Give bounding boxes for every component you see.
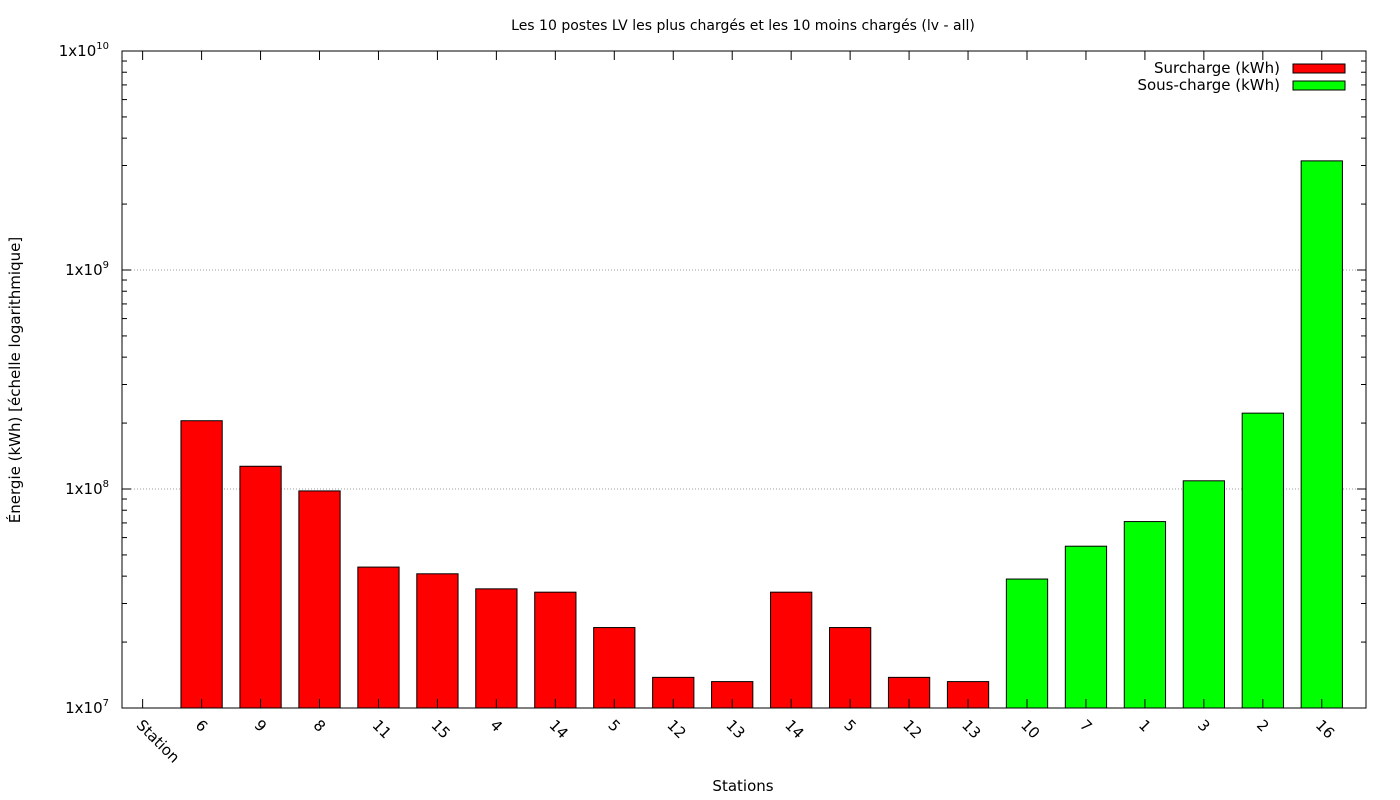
x-tick-label: 5: [840, 716, 859, 735]
bar-sous-charge: [1241, 412, 1284, 709]
x-tick-label: 7: [1076, 716, 1095, 735]
bar-surcharge: [770, 591, 813, 709]
bar-surcharge: [475, 588, 518, 709]
x-tick-label: 10: [1017, 716, 1043, 742]
plot-frame: [121, 50, 1367, 709]
x-tick-label: 5: [604, 716, 623, 735]
y-tick-label: 1x1010: [59, 41, 109, 60]
bar-surcharge: [534, 591, 577, 709]
bar-surcharge: [357, 566, 400, 709]
minor-ticks: [122, 60, 1366, 643]
y-axis-ticks: 1x107 1x108 1x109 1x1010: [59, 41, 1366, 717]
x-tick-label: Station: [133, 716, 183, 766]
x-tick-label: 9: [251, 716, 270, 735]
bar-sous-charge: [1005, 578, 1049, 709]
x-tick-label: 13: [958, 716, 984, 742]
legend-label: Surcharge (kWh): [1154, 59, 1280, 77]
bar-surcharge: [828, 627, 872, 709]
legend-swatch: [1292, 63, 1346, 74]
bar-sous-charge: [1300, 160, 1343, 709]
bar-surcharge: [416, 573, 459, 709]
x-tick-label: 13: [722, 716, 748, 742]
x-tick-label: 11: [369, 716, 395, 742]
x-tick-label: 16: [1312, 716, 1338, 742]
bars: [180, 160, 1343, 709]
x-tick-label: 14: [546, 716, 572, 742]
x-tick-label: 1: [1135, 716, 1154, 735]
bar-surcharge: [298, 490, 341, 709]
x-tick-label: 6: [192, 716, 211, 735]
chart-title: Les 10 postes LV les plus chargés et les…: [511, 18, 975, 34]
x-tick-label: 4: [487, 716, 506, 735]
bar-surcharge: [180, 420, 223, 709]
legend-label: Sous-charge (kWh): [1137, 76, 1280, 94]
bar-sous-charge: [1182, 480, 1226, 709]
bar-surcharge: [593, 627, 636, 709]
bar-surcharge: [239, 465, 282, 709]
x-tick-label: 8: [310, 716, 329, 735]
x-tick-label: 14: [781, 716, 807, 742]
legend: Surcharge (kWh)Sous-charge (kWh): [1137, 59, 1346, 94]
y-tick-label: 1x109: [65, 260, 109, 279]
x-tick-label: 2: [1253, 716, 1272, 735]
y-tick-label: 1x108: [65, 479, 109, 498]
y-tick-label: 1x107: [65, 698, 109, 717]
bar-sous-charge: [1064, 545, 1108, 709]
x-tick-label: 12: [899, 716, 925, 742]
x-tick-label: 15: [428, 716, 454, 742]
x-tick-label: 12: [663, 716, 689, 742]
x-axis-label: Stations: [712, 777, 773, 795]
y-axis-label: Énergie (kWh) [échelle logarithmique]: [5, 237, 24, 523]
bar-sous-charge: [1123, 521, 1167, 709]
legend-swatch: [1292, 80, 1346, 91]
x-tick-label: 3: [1194, 716, 1213, 735]
grid-lines: [122, 269, 1366, 490]
